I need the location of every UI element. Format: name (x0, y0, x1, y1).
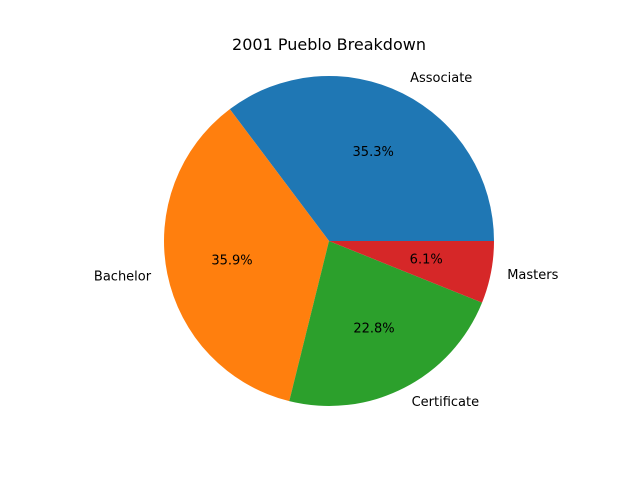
slice-percent-bachelor: 35.9% (211, 253, 252, 268)
slice-label-masters: Masters (507, 268, 558, 283)
pie-slice-associate (229, 75, 494, 242)
pie-labels: Associate 35.3% Bachelor 35.9% Certificate 22… (94, 71, 559, 410)
slice-label-certificate: Certificate (412, 395, 480, 410)
slice-percent-associate: 35.3% (353, 145, 394, 160)
pie-slices (164, 75, 494, 406)
pie-slice-masters (329, 241, 494, 303)
slice-percent-masters: 6.1% (410, 252, 443, 267)
chart-title: 2001 Pueblo Breakdown (232, 35, 426, 54)
slice-label-associate: Associate (410, 71, 472, 86)
slice-label-bachelor: Bachelor (94, 270, 152, 285)
pie-slice-bachelor (164, 109, 329, 402)
slice-percent-certificate: 22.8% (353, 322, 394, 337)
pie-slice-certificate (289, 241, 483, 406)
